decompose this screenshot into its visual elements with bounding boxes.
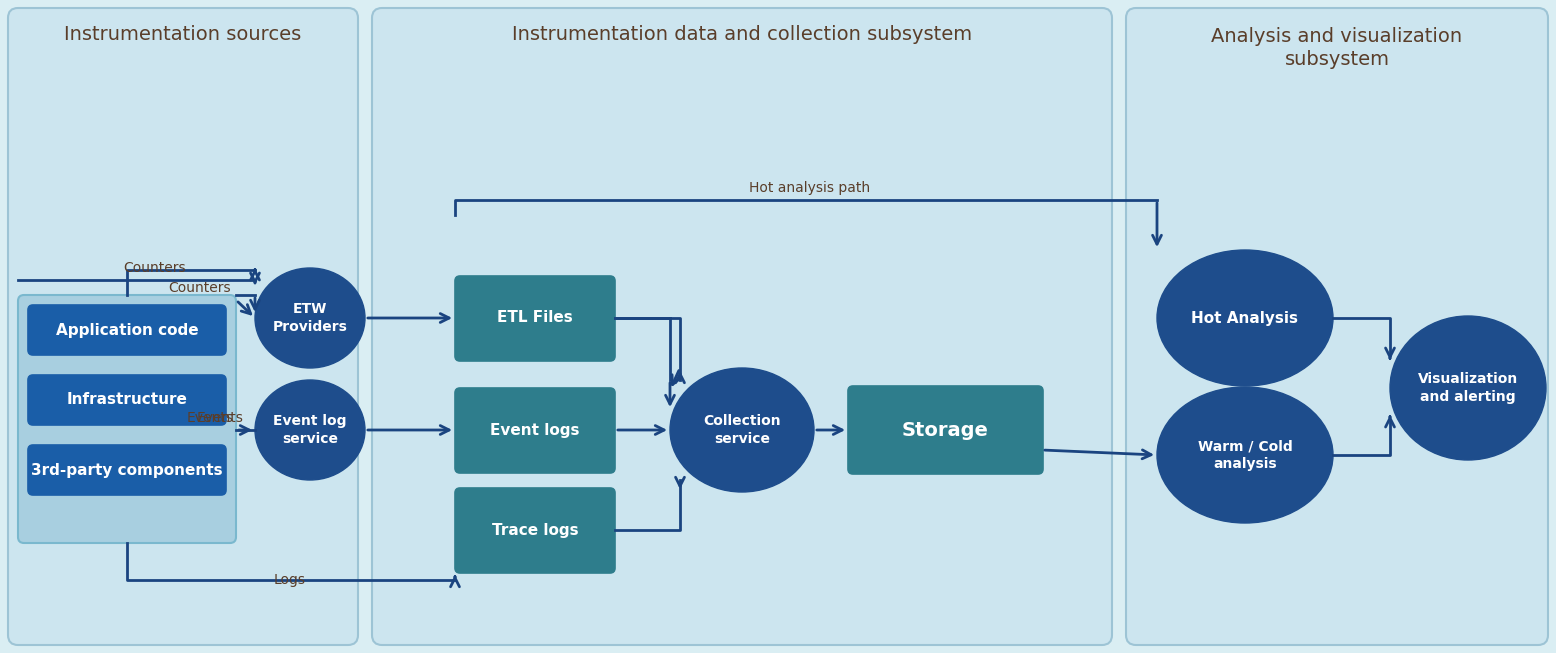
- Ellipse shape: [1158, 387, 1333, 523]
- Text: Logs: Logs: [274, 573, 307, 587]
- Text: Hot analysis path: Hot analysis path: [750, 181, 870, 195]
- Text: Event logs: Event logs: [490, 422, 580, 438]
- Ellipse shape: [255, 380, 366, 480]
- Text: Hot Analysis: Hot Analysis: [1192, 310, 1299, 325]
- FancyBboxPatch shape: [454, 276, 615, 361]
- FancyBboxPatch shape: [28, 305, 226, 355]
- Text: Warm / Cold
analysis: Warm / Cold analysis: [1198, 439, 1293, 471]
- Text: ETL Files: ETL Files: [496, 310, 573, 325]
- Text: Instrumentation data and collection subsystem: Instrumentation data and collection subs…: [512, 25, 972, 44]
- FancyBboxPatch shape: [19, 295, 237, 543]
- FancyBboxPatch shape: [454, 388, 615, 473]
- Text: Visualization
and alerting: Visualization and alerting: [1418, 372, 1519, 404]
- Text: Trace logs: Trace logs: [492, 522, 579, 537]
- Text: Events: Events: [187, 411, 233, 425]
- Ellipse shape: [1390, 316, 1547, 460]
- Text: ETW
Providers: ETW Providers: [272, 302, 347, 334]
- Text: Counters: Counters: [123, 261, 187, 275]
- Ellipse shape: [671, 368, 814, 492]
- Text: Event log
service: Event log service: [274, 415, 347, 445]
- FancyBboxPatch shape: [848, 386, 1043, 474]
- Text: Collection
service: Collection service: [703, 415, 781, 445]
- Text: Counters: Counters: [168, 281, 232, 295]
- FancyBboxPatch shape: [8, 8, 358, 645]
- Text: Instrumentation sources: Instrumentation sources: [64, 25, 302, 44]
- Text: Storage: Storage: [901, 421, 988, 439]
- Ellipse shape: [255, 268, 366, 368]
- Text: Events: Events: [196, 411, 243, 425]
- FancyBboxPatch shape: [454, 488, 615, 573]
- Text: 3rd-party components: 3rd-party components: [31, 462, 223, 477]
- FancyBboxPatch shape: [28, 375, 226, 425]
- FancyBboxPatch shape: [28, 445, 226, 495]
- Text: Analysis and visualization
subsystem: Analysis and visualization subsystem: [1212, 27, 1463, 69]
- FancyBboxPatch shape: [372, 8, 1113, 645]
- FancyBboxPatch shape: [1127, 8, 1548, 645]
- Text: Infrastructure: Infrastructure: [67, 392, 187, 407]
- Ellipse shape: [1158, 250, 1333, 386]
- Text: Application code: Application code: [56, 323, 198, 338]
